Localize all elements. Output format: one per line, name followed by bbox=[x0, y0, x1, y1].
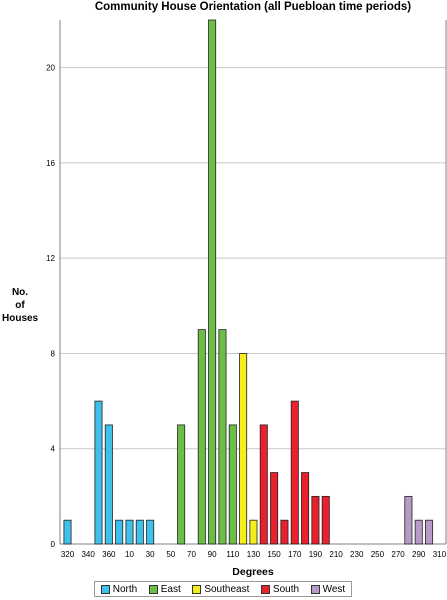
y-tick-label: 0 bbox=[51, 540, 56, 549]
legend-item-west: West bbox=[310, 583, 346, 595]
bar-south-160 bbox=[270, 472, 279, 545]
y-tick-label: 4 bbox=[51, 445, 56, 454]
bar-north-30 bbox=[135, 519, 144, 545]
y-axis-label-line-1: No. bbox=[11, 287, 29, 298]
bar-south-170 bbox=[280, 519, 289, 545]
bar-south-150 bbox=[259, 424, 268, 545]
x-tick-label: 70 bbox=[187, 550, 196, 559]
bar-east-110 bbox=[218, 329, 227, 545]
legend-item-north: North bbox=[100, 583, 138, 595]
y-tick-label: 20 bbox=[46, 64, 55, 73]
x-tick-label: 90 bbox=[208, 550, 217, 559]
bar-west-300 bbox=[414, 519, 423, 545]
x-tick-label: 150 bbox=[267, 550, 281, 559]
x-tick-label: 110 bbox=[226, 550, 239, 559]
legend-label: West bbox=[322, 583, 346, 595]
legend-item-south: South bbox=[260, 583, 300, 595]
x-tick-label: 10 bbox=[125, 550, 134, 559]
chart-title: Community House Orientation (all Puebloa… bbox=[94, 1, 412, 13]
bar-south-210 bbox=[321, 495, 330, 545]
y-tick-label: 8 bbox=[51, 349, 56, 358]
legend-label: North bbox=[112, 583, 138, 595]
x-tick-label: 360 bbox=[102, 550, 116, 559]
x-tick-label: 170 bbox=[288, 550, 302, 559]
legend-swatch bbox=[310, 584, 320, 594]
bar-southeast-130 bbox=[239, 353, 248, 545]
legend: North East Southeast South West bbox=[94, 581, 352, 597]
legend-swatch bbox=[260, 584, 270, 594]
y-axis-label: No. of Houses bbox=[2, 286, 38, 325]
bar-north-10 bbox=[115, 519, 124, 545]
legend-label: East bbox=[160, 583, 181, 595]
bar-east-70 bbox=[177, 424, 186, 545]
bar-north-350 bbox=[94, 400, 103, 545]
legend-swatch bbox=[148, 584, 158, 594]
legend-swatch bbox=[100, 584, 110, 594]
bar-west-310 bbox=[425, 519, 434, 545]
x-tick-label: 310 bbox=[433, 550, 447, 559]
bar-north-20 bbox=[125, 519, 134, 545]
bar-south-200 bbox=[311, 495, 320, 545]
y-tick-label: 12 bbox=[46, 254, 55, 263]
bar-east-90 bbox=[197, 329, 206, 545]
bar-north-320 bbox=[63, 519, 72, 545]
x-tick-label: 190 bbox=[309, 550, 323, 559]
legend-swatch bbox=[192, 584, 202, 594]
bar-southeast-140 bbox=[249, 519, 258, 545]
bar-west-290 bbox=[404, 495, 413, 545]
legend-item-east: East bbox=[148, 583, 181, 595]
bar-north-40 bbox=[146, 519, 155, 545]
x-tick-label: 340 bbox=[81, 550, 95, 559]
x-tick-label: 50 bbox=[166, 550, 175, 559]
x-axis-label: Degrees bbox=[232, 566, 274, 578]
y-axis-label-line-3: Houses bbox=[2, 313, 39, 324]
x-tick-label: 30 bbox=[146, 550, 155, 559]
x-tick-label: 320 bbox=[61, 550, 75, 559]
y-axis-label-line-2: of bbox=[15, 300, 25, 311]
bar-south-180 bbox=[290, 400, 299, 545]
bar-south-190 bbox=[301, 472, 310, 545]
bar-east-120 bbox=[228, 424, 237, 545]
x-tick-label: 290 bbox=[412, 550, 426, 559]
x-tick-label: 130 bbox=[247, 550, 261, 559]
legend-label: South bbox=[272, 583, 300, 595]
x-tick-label: 210 bbox=[329, 550, 343, 559]
x-tick-label: 230 bbox=[350, 550, 364, 559]
legend-label: Southeast bbox=[204, 583, 250, 595]
x-tick-label: 250 bbox=[371, 550, 385, 559]
bar-east-100 bbox=[208, 19, 217, 545]
bar-north-360 bbox=[104, 424, 113, 545]
x-tick-label: 270 bbox=[391, 550, 405, 559]
y-tick-label: 16 bbox=[46, 159, 55, 168]
legend-item-southeast: Southeast bbox=[192, 584, 249, 595]
